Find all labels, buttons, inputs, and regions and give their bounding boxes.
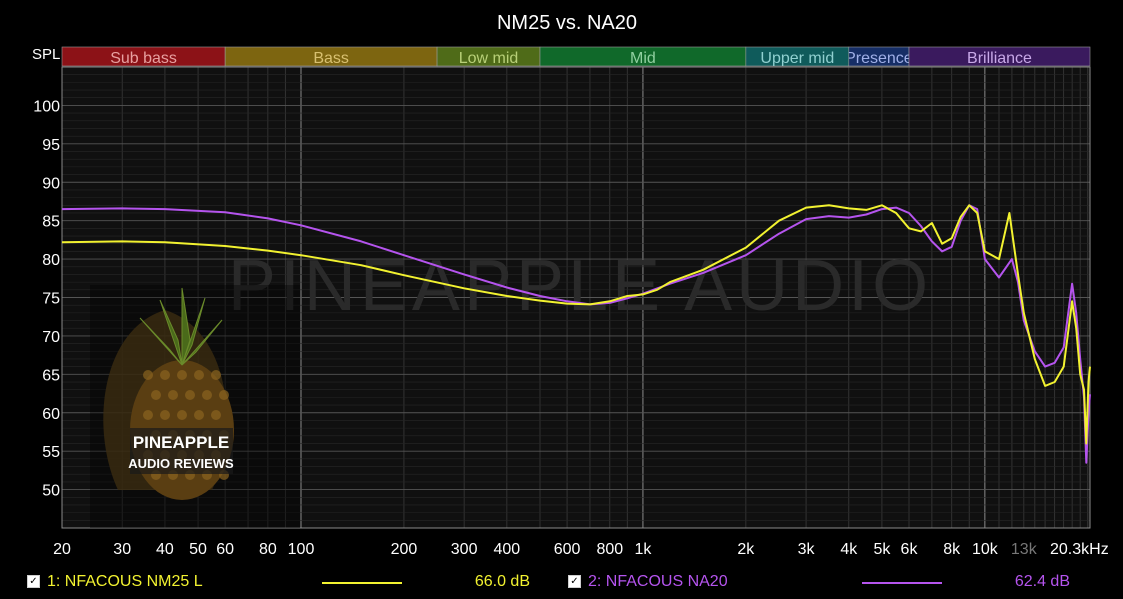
series-lines [61,204,1091,464]
band-label-5: Presence [845,50,913,67]
x-tick-5k: 5k [873,541,891,558]
logo-text-plate [130,428,233,474]
series-1-swatch [322,582,402,584]
band-label-6: Brilliance [967,50,1032,67]
band-label-3: Mid [630,50,656,67]
x-tick-400: 400 [494,541,521,558]
logo-scale-1-4 [219,390,229,400]
series-1-value: 66.0 dB [474,573,530,590]
pineapple-logo: PINEAPPLE AUDIO REVIEWS [90,285,300,528]
logo-scale-2-3 [194,410,204,420]
plot-border [61,66,1091,529]
logo-leaf-2 [181,297,206,366]
logo-scale-0-3 [194,370,204,380]
y-axis-label: SPL [32,46,60,63]
x-tick-4k: 4k [840,541,858,558]
x-tick-20: 20 [53,541,71,558]
y-tick-50: 50 [42,483,60,500]
y-tick-85: 85 [42,214,60,231]
y-tick-75: 75 [42,291,60,308]
y-tick-100: 100 [33,98,60,115]
logo-scale-0-0 [143,370,153,380]
logo-text-1: PINEAPPLE [133,433,229,452]
logo-leaf-4 [181,319,223,366]
y-tick-90: 90 [42,175,60,192]
logo-scale-1-2 [185,390,195,400]
y-tick-55: 55 [42,444,60,461]
series-2-label: 2: NFACOUS NA20 [588,573,728,590]
x-tick-1k: 1k [634,541,652,558]
logo-scale-2-4 [211,410,221,420]
logo-leaf-0 [159,299,183,366]
series-1-checkbox[interactable]: ✓ [27,575,40,588]
series-1-label: 1: NFACOUS NM25 L [47,573,203,590]
band-label-2: Low mid [459,50,519,67]
x-tick-2k: 2k [737,541,755,558]
series-2-value: 62.4 dB [1014,573,1070,590]
logo-scale-1-1 [168,390,178,400]
y-tick-95: 95 [42,137,60,154]
x-tick-labels: 20 30 40 50 60 80 100 200 300 400 600 800 1k 2k 3k 4k 5k… [53,541,1109,558]
x-tick-6k: 6k [901,541,919,558]
x-tick-80: 80 [259,541,277,558]
watermark-text: PINEAPPLE AUDIO [228,246,932,326]
legend: ✓ 1: NFACOUS NM25 L 66.0 dB ✓ 2: NFACOUS… [0,572,1123,594]
frequency-bands: Sub bass Bass Low mid Mid Upper mid Presence B… [61,46,1091,67]
series-2-swatch [862,582,942,584]
logo-scale-2-1 [160,410,170,420]
x-tick-8k: 8k [943,541,961,558]
band-label-0: Sub bass [110,50,177,67]
chart-title: NM25 vs. NA20 [497,12,637,34]
x-tick-100: 100 [288,541,315,558]
y-tick-80: 80 [42,252,60,269]
x-tick-40: 40 [156,541,174,558]
logo-scale-1-0 [151,390,161,400]
logo-scale-2-2 [177,410,187,420]
logo-scale-0-4 [211,370,221,380]
x-tick-13k: 13k [1011,541,1038,558]
x-tick-30: 30 [113,541,131,558]
y-tick-70: 70 [42,329,60,346]
x-tick-60: 60 [216,541,234,558]
band-6 [908,46,1091,67]
band-label-1: Bass [313,50,349,67]
series-line-1 [61,204,1091,445]
logo-scale-1-3 [202,390,212,400]
y-tick-65: 65 [42,367,60,384]
logo-text-2: AUDIO REVIEWS [128,456,234,471]
x-tick-10k: 10k [972,541,999,558]
x-tick-300: 300 [451,541,478,558]
logo-scale-2-0 [143,410,153,420]
logo-scale-0-1 [160,370,170,380]
y-tick-60: 60 [42,406,60,423]
x-tick-20.3kHz: 20.3kHz [1050,541,1109,558]
x-tick-3k: 3k [798,541,816,558]
x-tick-200: 200 [391,541,418,558]
x-tick-50: 50 [189,541,207,558]
logo-scale-0-2 [177,370,187,380]
band-label-4: Upper mid [760,50,834,67]
x-tick-800: 800 [596,541,623,558]
x-tick-600: 600 [554,541,581,558]
logo-leaf-3 [139,317,183,366]
series-2-checkbox[interactable]: ✓ [568,575,581,588]
y-tick-labels: 50 55 60 65 70 75 80 85 90 95 100 [33,98,60,499]
